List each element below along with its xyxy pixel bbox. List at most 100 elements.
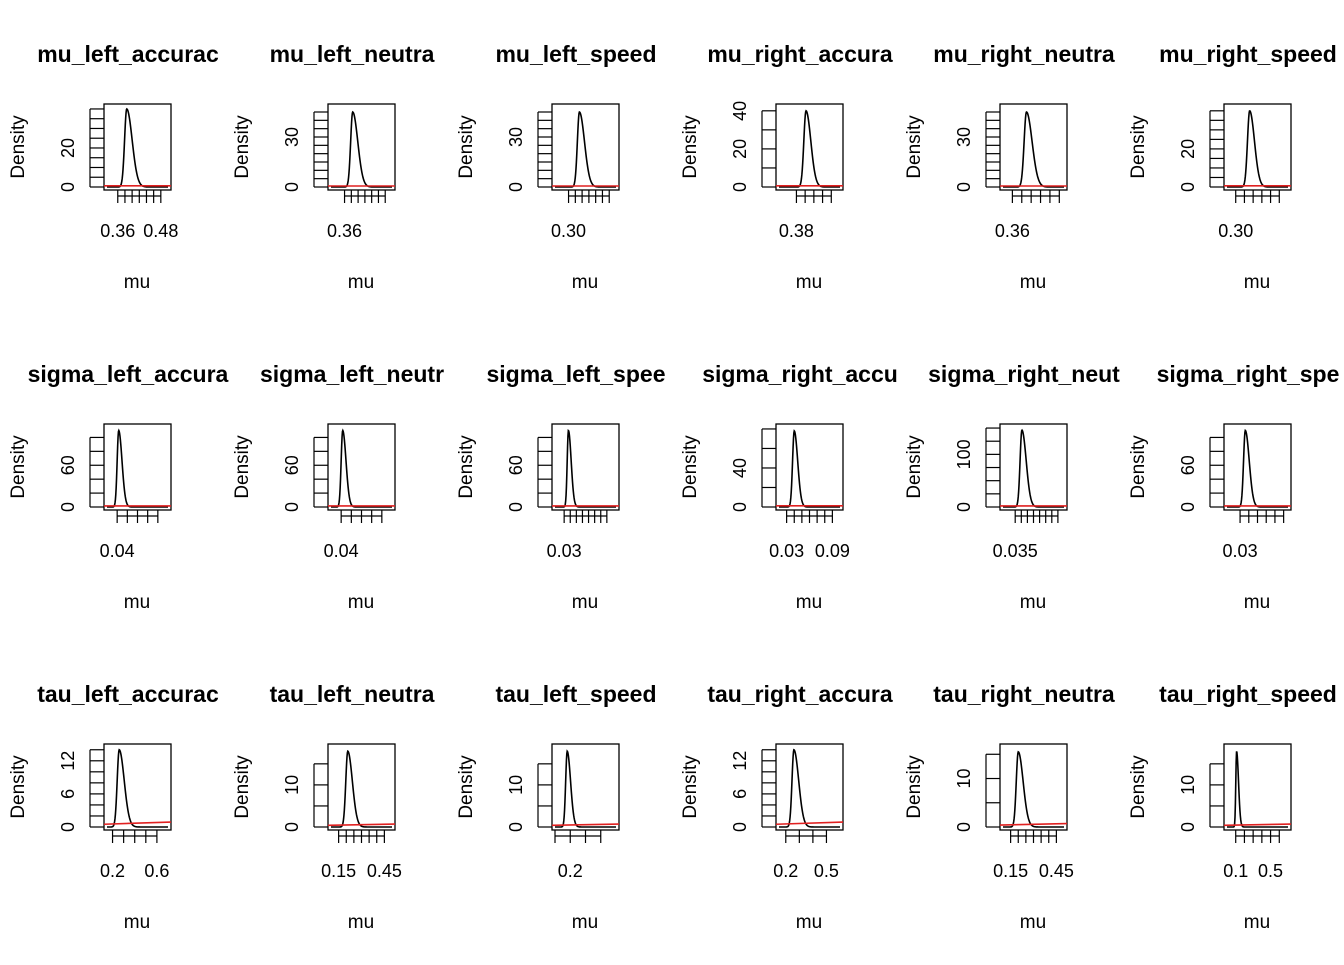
posterior-density-line [1003,111,1064,188]
x-axis-label: mu [348,912,374,933]
panel-title: mu_right_neutra [933,41,1115,67]
x-tick-label: 0.03 [769,541,804,561]
x-tick-label: 0.2 [558,861,583,881]
x-tick-label: 0.2 [773,861,798,881]
panel-tau_left_neutra: tau_left_neutra 0 10 0.15 0.45 Density mu [232,681,435,933]
posterior-density-line [1003,750,1064,828]
panel-sigma_left_accura: sigma_left_accura 0 60 0.04 Density mu [8,361,229,613]
x-tick-label: 0.04 [100,541,135,561]
panel-tau_left_speed: tau_left_speed 0 10 0.2 Density mu [456,681,657,933]
panel-tau_right_speed: tau_right_speed 0 10 0.1 0.5 Density mu [1128,681,1337,933]
y-tick-label: 10 [1178,775,1198,795]
posterior-density-line [107,107,168,188]
y-tick-label: 0 [730,822,750,832]
x-axis-label: mu [1020,912,1046,933]
x-axis-label: mu [124,592,150,613]
panel-title: tau_left_accurac [37,681,219,707]
y-axis-label: Density [904,755,925,819]
posterior-density-line [1227,428,1288,508]
posterior-density-line [779,429,840,508]
plot-box [999,743,1068,831]
panel-title: tau_right_neutra [933,681,1115,707]
x-tick-label: 0.15 [993,861,1028,881]
x-tick-label: 0.30 [1218,221,1253,241]
prior-density-line [1000,822,1067,826]
panel-title: sigma_left_accura [28,361,229,387]
prior-density-line [328,823,395,827]
panel-title: mu_left_neutra [270,41,435,67]
plot-box [103,103,172,191]
y-tick-label: 0 [506,822,526,832]
y-axis-label: Density [904,435,925,499]
y-axis-label: Density [232,115,253,179]
y-tick-label: 40 [730,101,750,121]
posterior-density-line [107,428,168,508]
panel-sigma_right_spe: sigma_right_spe 0 60 0.03 Density mu [1128,361,1339,613]
prior-density-line [776,821,843,826]
x-axis-label: mu [348,272,374,293]
y-tick-label: 0 [730,182,750,192]
posterior-density-line [331,110,392,188]
plot-box [327,103,396,191]
plot-box [999,423,1068,511]
x-axis-label: mu [124,272,150,293]
y-tick-label: 0 [282,822,302,832]
y-tick-label: 12 [730,751,750,771]
x-tick-label: 0.36 [100,221,135,241]
panel-title: sigma_right_accu [702,361,898,387]
x-tick-label: 0.48 [143,221,178,241]
panel-title: tau_left_neutra [270,681,435,707]
y-tick-label: 60 [1178,455,1198,475]
x-tick-label: 0.5 [814,861,839,881]
x-axis-label: mu [796,272,822,293]
x-tick-label: 0.30 [551,221,586,241]
x-axis-label: mu [124,912,150,933]
x-axis-label: mu [1020,592,1046,613]
y-tick-label: 0 [282,502,302,512]
y-tick-label: 0 [1178,822,1198,832]
plot-box [1223,743,1292,831]
posterior-density-line [1003,428,1064,508]
x-tick-label: 0.36 [327,221,362,241]
plot-box [551,743,620,831]
y-tick-label: 10 [506,775,526,795]
panel-title: tau_right_speed [1159,681,1337,707]
panel-sigma_right_neut: sigma_right_neut 0 100 0.035 Density mu [904,361,1120,613]
panel-tau_right_accura: tau_right_accura 0 6 12 0.2 0.5 Density mu [680,681,893,933]
panel-mu_left_accurac: mu_left_accurac 0 20 0.36 0.48 Density mu [8,41,219,293]
y-tick-label: 0 [954,502,974,512]
x-axis-label: mu [1020,272,1046,293]
x-tick-label: 0.1 [1223,861,1248,881]
posterior-density-line [107,748,168,828]
y-axis-label: Density [8,115,29,179]
panel-mu_right_neutra: mu_right_neutra 0 30 0.36 Density mu [904,41,1115,293]
y-axis-label: Density [456,755,477,819]
panel-sigma_left_neutr: sigma_left_neutr 0 60 0.04 Density mu [232,361,444,613]
panel-title: mu_right_speed [1159,41,1337,67]
y-tick-label: 0 [506,502,526,512]
x-tick-label: 0.035 [993,541,1038,561]
panel-sigma_right_accu: sigma_right_accu 0 40 0.03 0.09 Density mu [680,361,898,613]
y-axis-label: Density [680,435,701,499]
y-tick-label: 6 [730,789,750,799]
y-tick-label: 20 [1178,139,1198,159]
panel-title: sigma_left_spee [487,361,666,387]
y-tick-label: 60 [58,455,78,475]
panel-sigma_left_spee: sigma_left_spee 0 60 0.03 Density mu [456,361,665,613]
y-axis-label: Density [680,755,701,819]
plot-box [775,743,844,831]
y-tick-label: 0 [730,502,750,512]
posterior-density-line [1227,751,1288,828]
plot-box [551,423,620,511]
y-tick-label: 10 [954,768,974,788]
x-axis-label: mu [796,912,822,933]
y-tick-label: 0 [1178,502,1198,512]
x-tick-label: 0.03 [547,541,582,561]
posterior-density-line [1227,109,1288,188]
prior-density-line [552,823,619,827]
y-axis-label: Density [1128,435,1149,499]
y-tick-label: 30 [282,127,302,147]
panel-tau_right_neutra: tau_right_neutra 0 10 0.15 0.45 Density mu [904,681,1115,933]
y-tick-label: 12 [58,751,78,771]
